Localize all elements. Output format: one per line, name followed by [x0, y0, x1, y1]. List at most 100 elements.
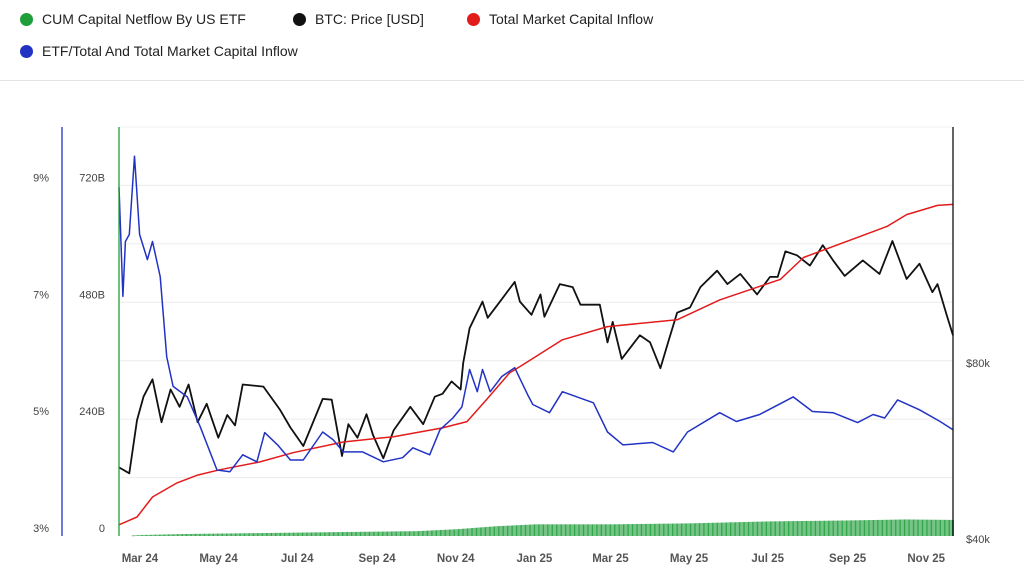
- etf-netflow-bar: [487, 526, 489, 536]
- etf-netflow-bar: [686, 523, 688, 536]
- etf-netflow-bar: [216, 533, 218, 536]
- etf-netflow-bar: [759, 521, 761, 536]
- etf-netflow-bar: [936, 519, 938, 536]
- etf-netflow-bar: [384, 531, 386, 536]
- legend-item-total-inflow[interactable]: Total Market Capital Inflow: [467, 11, 653, 27]
- etf-netflow-bar: [358, 531, 360, 536]
- etf-netflow-bar: [513, 525, 515, 536]
- etf-netflow-bar: [164, 534, 166, 536]
- etf-netflow-bar: [468, 528, 470, 536]
- etf-netflow-bar: [469, 528, 471, 536]
- etf-netflow-bar: [446, 529, 448, 536]
- percent-tick-label: 7%: [33, 289, 49, 301]
- etf-netflow-bar: [521, 525, 523, 536]
- etf-netflow-bar: [186, 533, 187, 536]
- etf-netflow-bar: [534, 524, 535, 536]
- etf-netflow-bar: [611, 524, 613, 536]
- etf-netflow-bar: [331, 532, 333, 536]
- etf-netflow-bar: [696, 523, 698, 536]
- etf-netflow-bar: [162, 534, 164, 536]
- etf-netflow-bar: [815, 520, 816, 536]
- etf-netflow-bar: [817, 520, 819, 536]
- legend-item-btc-price[interactable]: BTC: Price [USD]: [293, 11, 424, 27]
- etf-netflow-bar: [539, 524, 541, 536]
- etf-netflow-bar: [407, 531, 409, 536]
- etf-netflow-bar: [519, 525, 521, 536]
- etf-netflow-bar: [196, 533, 198, 536]
- etf-netflow-bar: [210, 533, 212, 536]
- etf-netflow-bar: [742, 522, 744, 536]
- etf-netflow-bar: [848, 520, 850, 536]
- etf-netflow-bar: [616, 524, 618, 536]
- etf-netflow-bar: [465, 528, 467, 536]
- etf-netflow-bar: [635, 524, 637, 536]
- etf-netflow-bar: [477, 527, 479, 536]
- etf-netflow-bar: [924, 519, 926, 536]
- etf-netflow-bar: [708, 522, 709, 536]
- etf-netflow-bar: [562, 524, 564, 536]
- etf-netflow-bar: [494, 526, 496, 536]
- etf-netflow-bar: [229, 533, 231, 536]
- etf-netflow-bar: [198, 533, 200, 536]
- etf-netflow-bar: [146, 534, 147, 536]
- etf-netflow-bar: [523, 524, 525, 536]
- etf-netflow-bar: [799, 521, 801, 536]
- etf-netflow-bar: [778, 521, 780, 536]
- etf-netflow-bar: [541, 524, 543, 536]
- etf-netflow-bar: [361, 531, 363, 536]
- etf-netflow-bar: [632, 524, 633, 536]
- etf-netflow-bar: [639, 523, 641, 536]
- etf-netflow-bar: [844, 520, 846, 536]
- etf-netflow-bar: [308, 532, 310, 536]
- x-tick-label: Nov 24: [437, 553, 475, 565]
- etf-netflow-bar: [691, 523, 693, 536]
- etf-netflow-bar: [464, 528, 466, 536]
- legend-item-etf-netflow[interactable]: CUM Capital Netflow By US ETF: [20, 11, 246, 27]
- etf-netflow-bar: [241, 533, 243, 536]
- etf-netflow-bar: [577, 524, 579, 536]
- etf-netflow-bar: [644, 523, 646, 536]
- etf-netflow-bar: [625, 524, 627, 536]
- etf-netflow-bar: [951, 519, 953, 536]
- etf-netflow-bar: [225, 533, 227, 536]
- etf-netflow-bar: [334, 532, 336, 536]
- etf-netflow-bar: [607, 524, 609, 536]
- etf-netflow-bar: [902, 519, 904, 536]
- etf-netflow-bar: [561, 524, 563, 536]
- etf-netflow-bar: [581, 524, 583, 536]
- capital-tick-label: 720B: [79, 172, 105, 184]
- etf-netflow-bar: [706, 522, 708, 536]
- etf-netflow-bar: [410, 531, 412, 536]
- etf-netflow-bar: [728, 522, 730, 536]
- etf-netflow-bar: [227, 533, 229, 536]
- etf-netflow-bar: [388, 531, 390, 536]
- x-tick-label: Mar 25: [592, 553, 629, 565]
- etf-netflow-bar: [771, 521, 773, 536]
- etf-netflow-bar: [387, 531, 389, 536]
- etf-netflow-bar: [790, 521, 792, 536]
- etf-netflow-bar: [451, 529, 453, 536]
- legend-item-etf-ratio[interactable]: ETF/Total And Total Market Capital Inflo…: [20, 43, 298, 59]
- etf-netflow-bar: [360, 531, 361, 536]
- etf-netflow-bar: [677, 523, 679, 536]
- etf-netflow-bar: [349, 531, 351, 536]
- etf-netflow-bar: [438, 530, 440, 536]
- etf-netflow-bar: [367, 531, 369, 536]
- etf-netflow-bar: [785, 521, 787, 536]
- etf-netflow-bar: [705, 522, 707, 536]
- etf-netflow-bar: [769, 521, 771, 536]
- etf-netflow-bar: [565, 524, 566, 536]
- etf-netflow-bar: [943, 519, 945, 536]
- etf-netflow-bar: [797, 521, 798, 536]
- etf-netflow-bar: [650, 523, 651, 536]
- etf-netflow-bar: [946, 519, 948, 536]
- etf-netflow-bar: [615, 524, 617, 536]
- etf-netflow-bar: [540, 524, 542, 536]
- etf-netflow-bar: [763, 521, 765, 536]
- etf-netflow-bar: [474, 527, 476, 536]
- etf-netflow-bar: [669, 523, 671, 536]
- etf-netflow-bar: [352, 531, 354, 536]
- etf-netflow-bar: [594, 524, 596, 536]
- etf-netflow-bar: [665, 523, 667, 536]
- etf-netflow-bar: [726, 522, 728, 536]
